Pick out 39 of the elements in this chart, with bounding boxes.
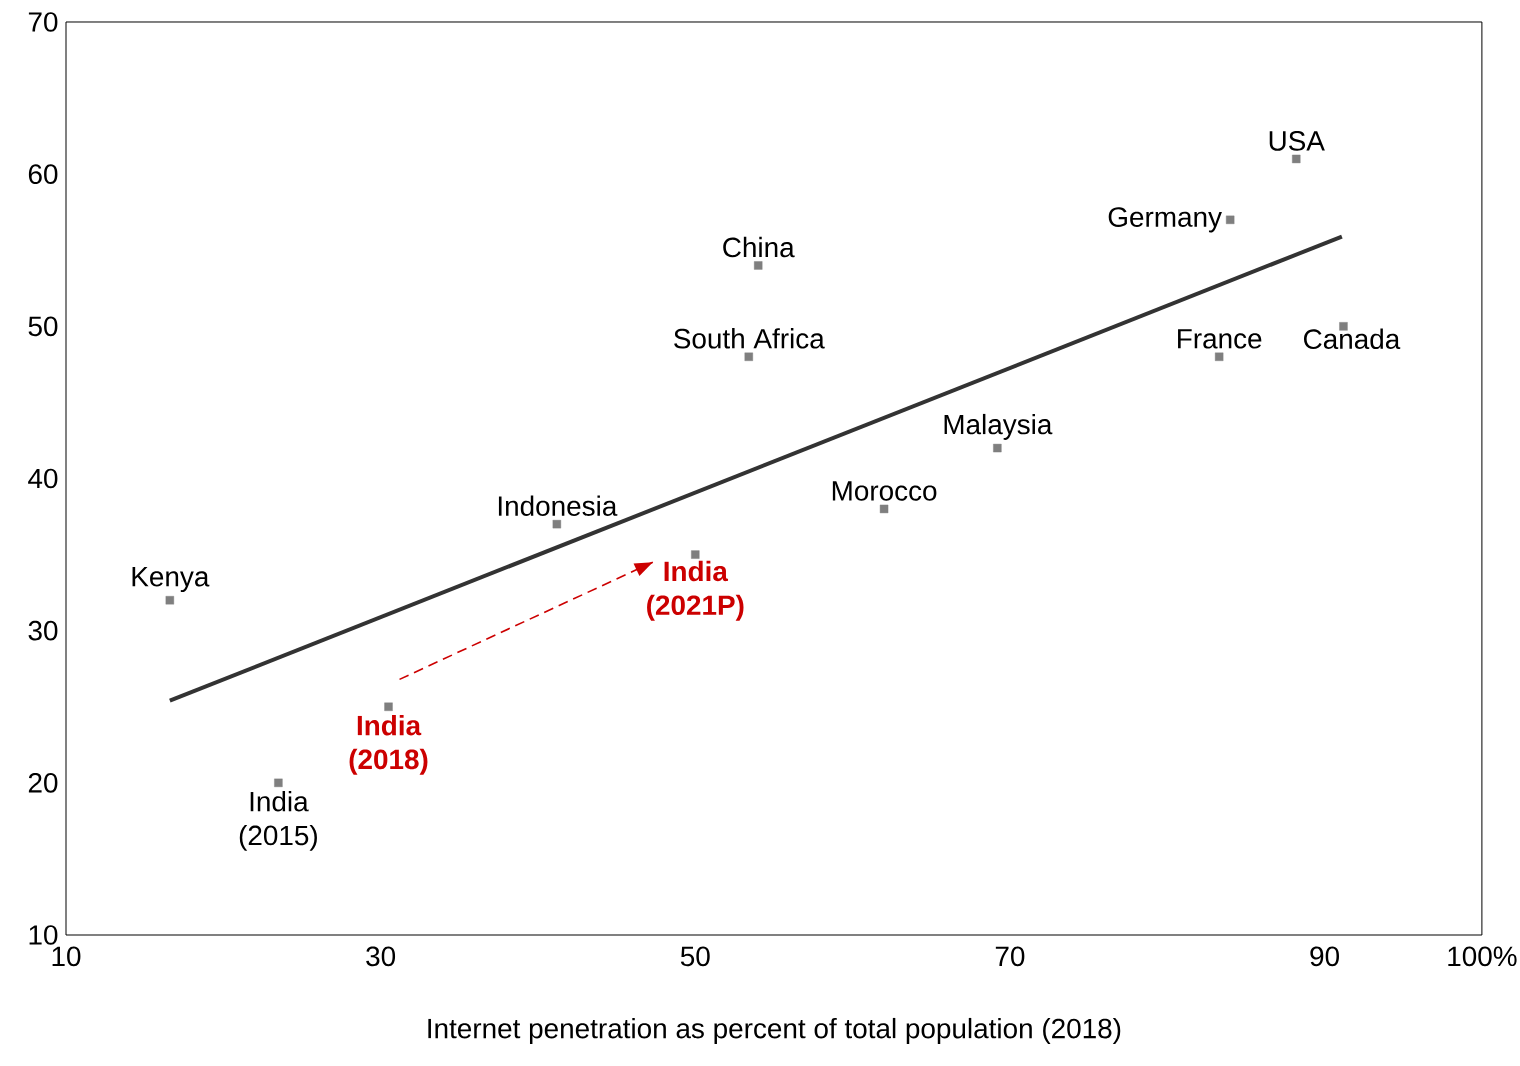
y-tick-label: 70 <box>28 12 58 32</box>
point <box>879 504 889 514</box>
annotation: South Africa <box>674 328 825 349</box>
annotation: Germany <box>1108 207 1222 233</box>
x-tick-label: 10 <box>52 946 81 967</box>
annotation: India (2021P) <box>647 560 744 621</box>
point <box>1292 154 1301 164</box>
y-tick-label: 20 <box>28 772 58 793</box>
annotation: Malaysia <box>944 413 1053 440</box>
annotation: India (2018) <box>349 714 428 775</box>
y-tick-label: 60 <box>28 164 58 185</box>
annotation: Indonesia <box>498 495 618 516</box>
point <box>691 550 700 559</box>
y-tick-label: 50 <box>28 316 58 337</box>
x-tick-label: 90 <box>1310 946 1339 967</box>
x-tick-label: 100% <box>1448 946 1517 967</box>
point <box>1226 215 1235 224</box>
point <box>993 443 1002 453</box>
annotation: Canada <box>1303 328 1401 349</box>
annotation: USA <box>1269 131 1325 151</box>
annotation: Morocco <box>832 481 937 501</box>
y-tick-label: 30 <box>28 620 58 641</box>
x-axis-title: Internet penetration as percent of total population (2018) <box>428 1017 1121 1044</box>
point <box>274 778 283 788</box>
x-tick-label: 50 <box>680 946 710 967</box>
annotation: China <box>723 236 795 258</box>
point <box>744 352 753 361</box>
y-tick-label: 10 <box>29 925 58 945</box>
point <box>552 519 562 529</box>
point <box>165 596 175 605</box>
annotation: Kenya <box>132 567 210 593</box>
annotation: France <box>1178 329 1262 349</box>
y-tick-label: 40 <box>28 468 58 489</box>
x-tick-label: 70 <box>995 946 1025 967</box>
x-tick-label: 30 <box>366 946 396 967</box>
point <box>384 702 393 711</box>
point <box>754 261 763 270</box>
point <box>1214 352 1224 361</box>
annotation: India (2015) <box>239 791 317 851</box>
